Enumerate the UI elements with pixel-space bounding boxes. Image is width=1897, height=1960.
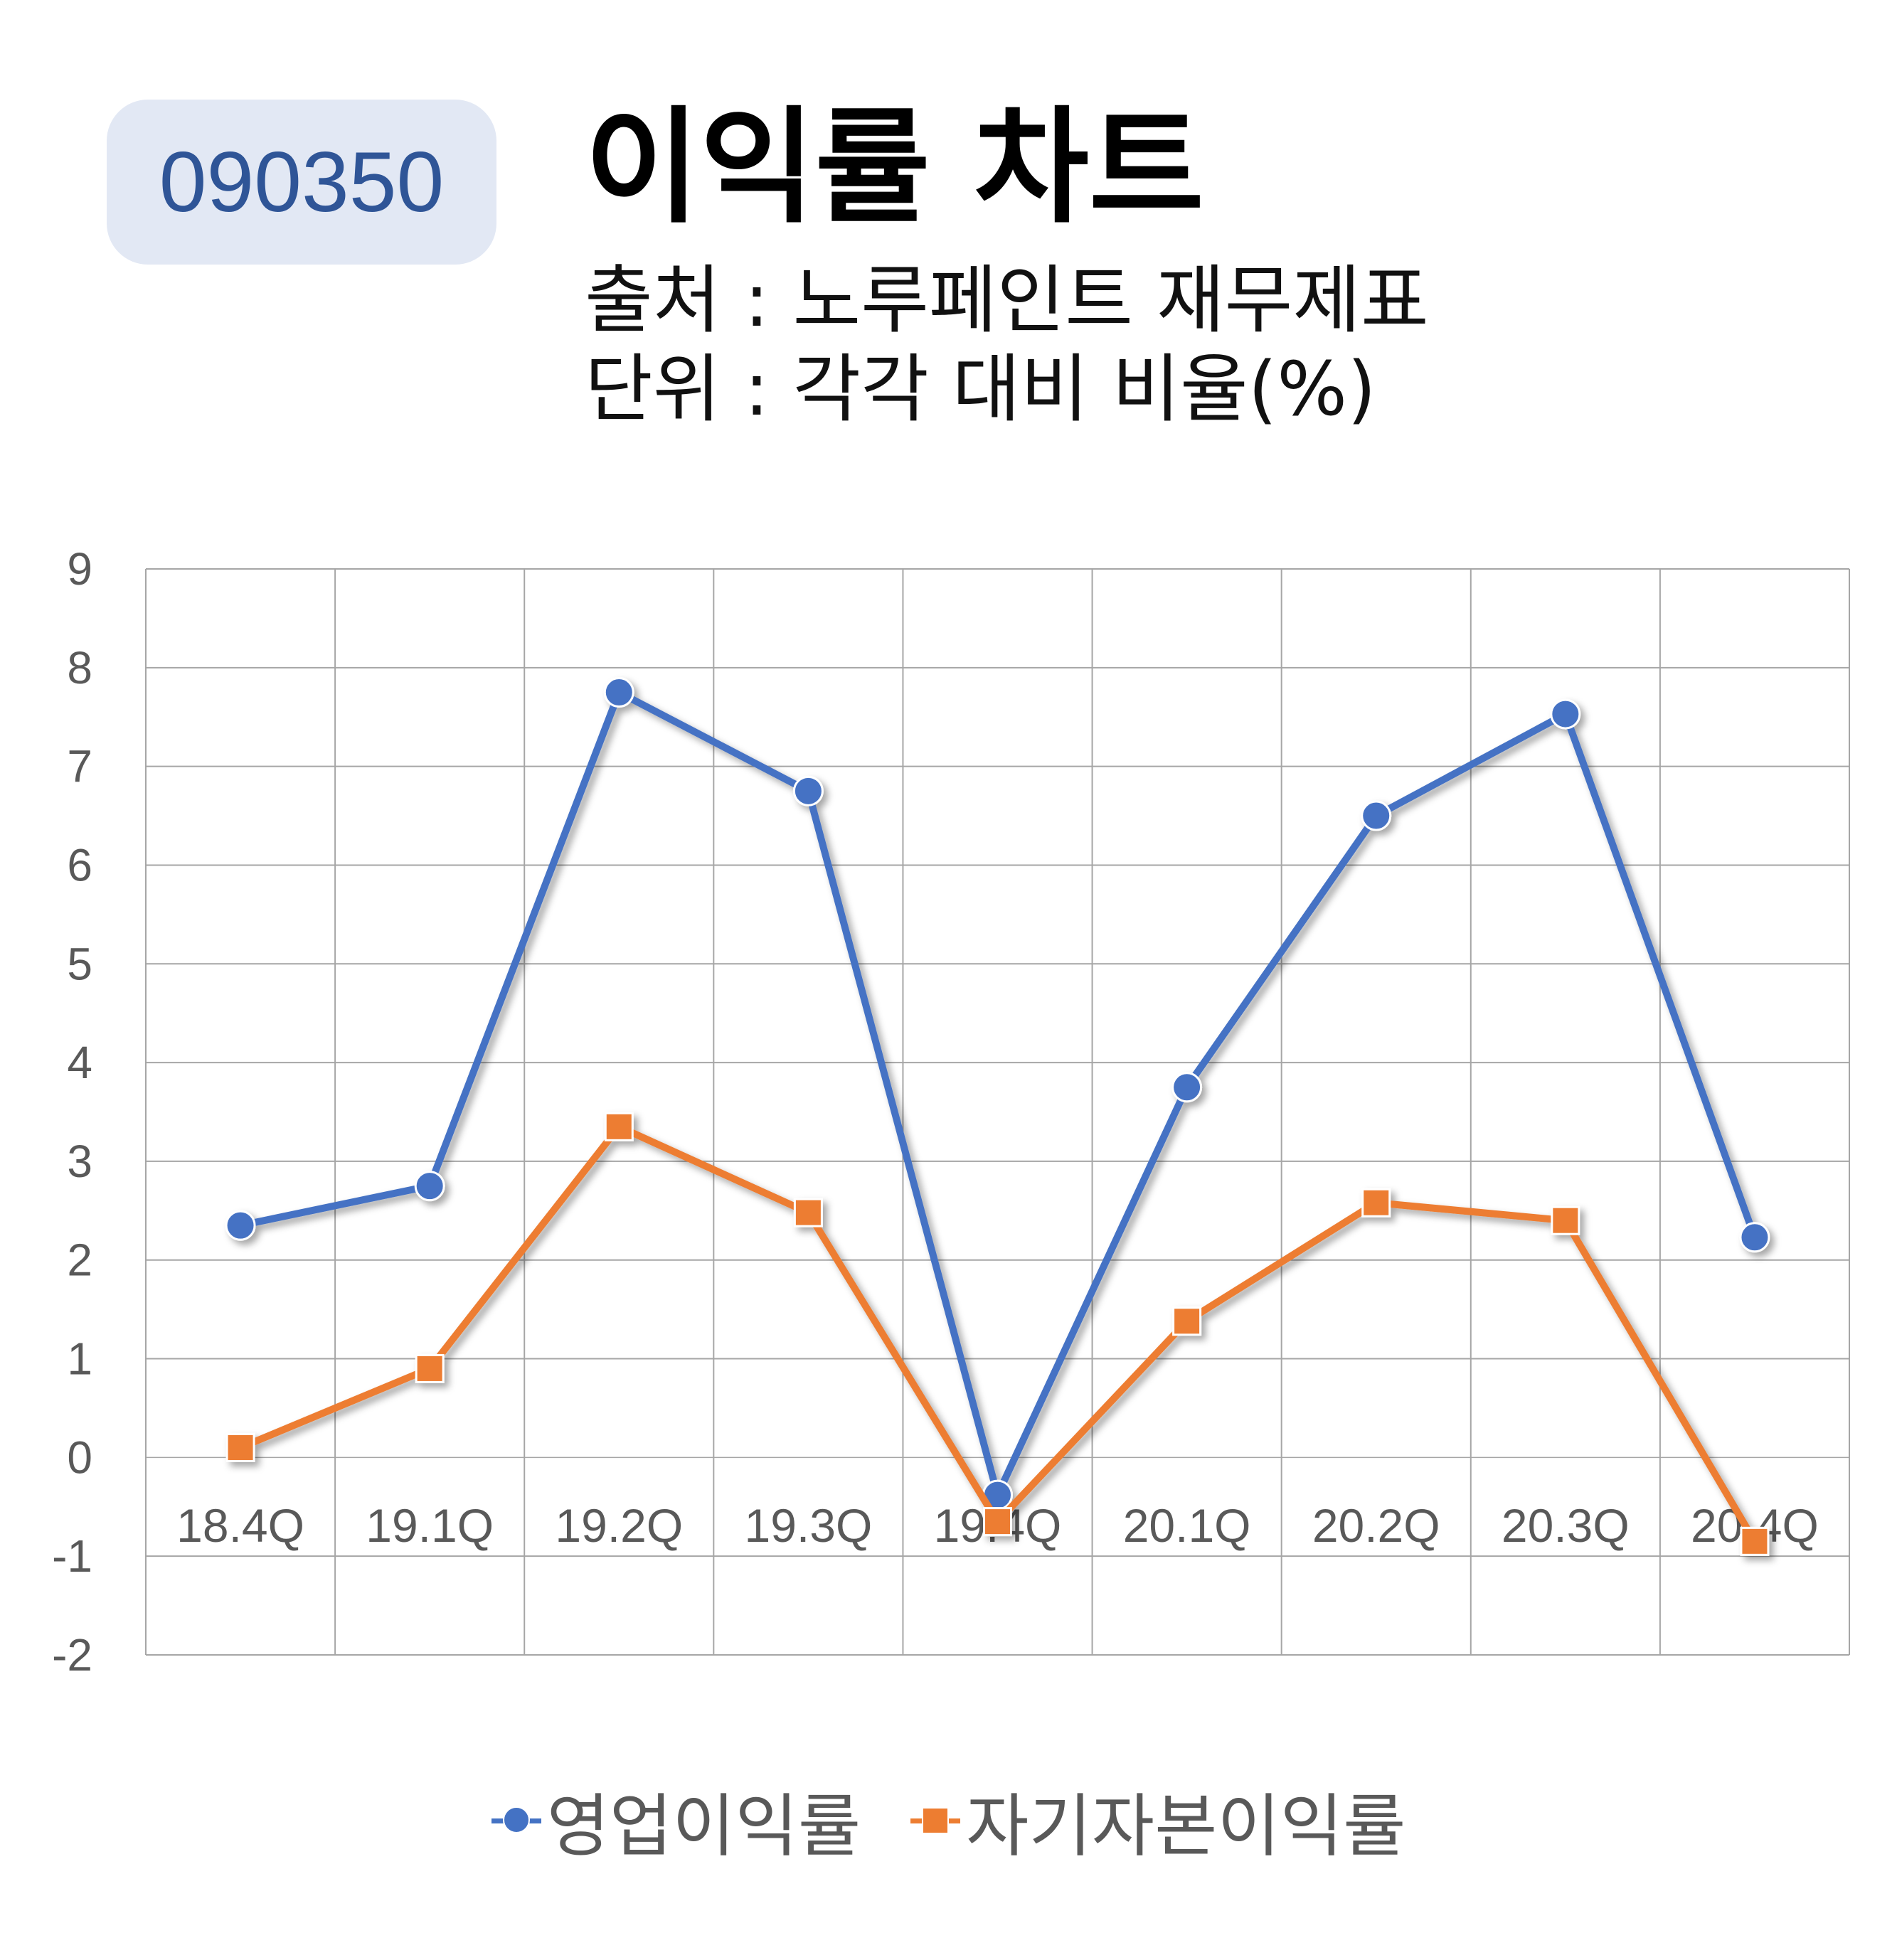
data-point	[1551, 1205, 1580, 1235]
plot-grid	[145, 568, 1850, 1656]
data-point	[1172, 1306, 1202, 1336]
x-tick-label: 20.2Q	[1312, 1499, 1440, 1552]
y-tick-label: 9	[67, 543, 92, 595]
y-tick-label: 0	[67, 1432, 92, 1483]
series-line	[239, 1123, 1758, 1543]
source-label: 출처 : 노루페인트 재무제표	[585, 257, 1429, 343]
x-tick-label: 19.2Q	[555, 1499, 683, 1552]
legend-label: 영업이익률	[546, 1786, 861, 1866]
data-point	[1739, 1222, 1770, 1253]
y-tick-label: 8	[67, 642, 92, 693]
circle-marker-icon	[491, 1806, 541, 1835]
y-tick-label: 7	[67, 741, 92, 792]
y-tick-label: 2	[67, 1235, 92, 1286]
stock-code: 090350	[159, 134, 445, 230]
chart-title: 이익률 차트	[585, 95, 1204, 240]
y-tick-label: 6	[67, 839, 92, 890]
data-point	[983, 1507, 1012, 1537]
y-tick-label: 5	[67, 938, 92, 989]
series-line	[240, 688, 1758, 1499]
x-axis: 18.4Q19.1Q19.2Q19.3Q19.4Q20.1Q20.2Q20.3Q…	[176, 1499, 1819, 1552]
data-point	[225, 1210, 256, 1241]
x-tick-label: 18.4Q	[176, 1499, 304, 1552]
data-point	[604, 1112, 634, 1141]
stock-code-badge: 090350	[107, 100, 496, 265]
data-point	[792, 775, 824, 806]
data-point	[225, 1432, 255, 1462]
x-tick-label: 20.1Q	[1123, 1499, 1251, 1552]
data-point	[793, 1198, 823, 1227]
unit-label: 단위 : 각각 대비 비율(%)	[585, 346, 1376, 432]
x-tick-label: 19.1Q	[366, 1499, 494, 1552]
data-point	[1740, 1526, 1770, 1556]
series-group	[225, 677, 1770, 1556]
square-marker-icon	[910, 1806, 961, 1835]
y-tick-label: -1	[52, 1530, 92, 1582]
data-point	[414, 1171, 445, 1202]
y-tick-label: -2	[52, 1629, 92, 1681]
data-point	[603, 677, 634, 708]
x-tick-label: 19.3Q	[744, 1499, 872, 1552]
y-tick-label: 3	[67, 1136, 92, 1187]
legend-item-roe: 자기자본이익률	[910, 1771, 1406, 1870]
legend-label: 자기자본이익률	[966, 1786, 1406, 1866]
y-axis: -2 -1 0 1 2 3 4 5 6 7 8 9	[52, 543, 92, 1681]
data-point	[1361, 1188, 1391, 1218]
legend: 영업이익률 자기자본이익률	[0, 1771, 1897, 1870]
data-point	[1550, 698, 1581, 730]
y-tick-label: 4	[67, 1037, 92, 1088]
data-point	[415, 1353, 445, 1383]
legend-item-operating-margin: 영업이익률	[491, 1771, 861, 1870]
data-point	[1361, 800, 1392, 831]
data-point	[1171, 1072, 1203, 1103]
y-tick-label: 1	[67, 1333, 92, 1385]
x-tick-label: 20.3Q	[1502, 1499, 1630, 1552]
